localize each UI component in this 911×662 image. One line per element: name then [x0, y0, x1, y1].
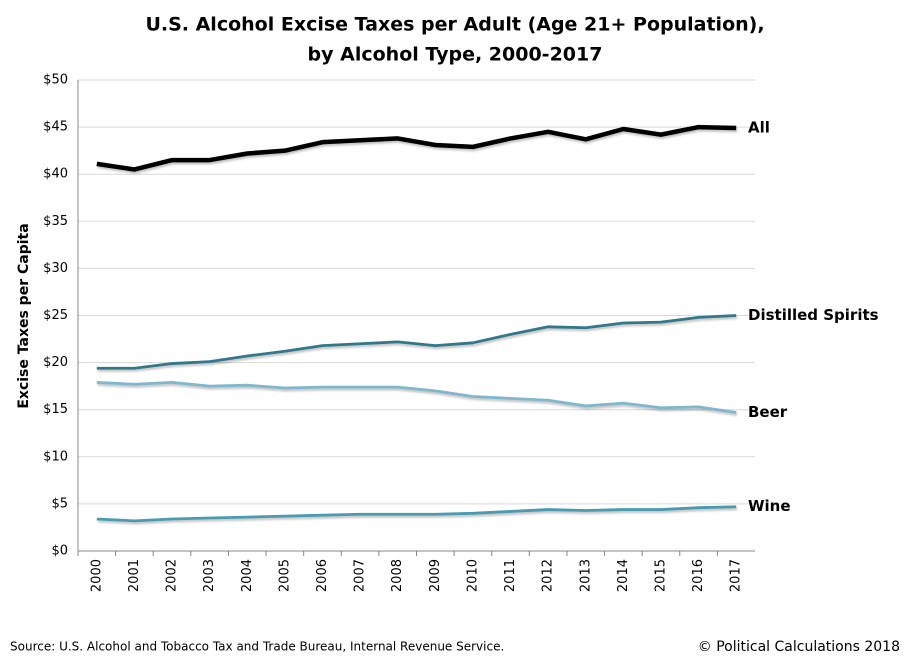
y-tick-label: $15: [43, 402, 68, 417]
y-tick-label: $30: [43, 261, 68, 276]
y-tick-label: $5: [51, 496, 68, 511]
y-tick-label: $40: [43, 167, 68, 182]
x-tick-label: 2007: [353, 559, 368, 592]
x-tick-label: 2014: [616, 559, 631, 592]
y-tick-label: $10: [43, 449, 68, 464]
y-tick-label: $35: [43, 214, 68, 229]
series-label: Beer: [748, 403, 788, 421]
chart-title: by Alcohol Type, 2000-2017: [308, 44, 603, 66]
source-note: Source: U.S. Alcohol and Tobacco Tax and…: [10, 640, 504, 654]
series-label: Wine: [748, 497, 791, 515]
credit: © Political Calculations 2018: [698, 639, 900, 655]
x-tick-label: 2009: [428, 559, 443, 592]
x-tick-label: 2006: [315, 559, 330, 592]
x-tick-label: 2010: [465, 559, 480, 592]
y-axis-label: Excise Taxes per Capita: [16, 223, 32, 408]
series-label: All: [748, 119, 770, 137]
x-tick-label: 2003: [202, 559, 217, 592]
y-tick-label: $25: [43, 308, 68, 323]
x-tick-label: 2012: [541, 559, 556, 592]
chart-title: U.S. Alcohol Excise Taxes per Adult (Age…: [145, 14, 764, 36]
x-tick-label: 2004: [240, 559, 255, 592]
series-label: Distilled Spirits: [748, 306, 879, 324]
x-tick-label: 2000: [89, 559, 104, 592]
series-line: [96, 505, 737, 523]
series-line: [96, 124, 737, 172]
x-tick-label: 2002: [165, 559, 180, 592]
series-line: [96, 380, 737, 414]
x-tick-label: 2013: [578, 559, 593, 592]
x-tick-label: 2017: [729, 559, 744, 592]
x-tick-label: 2008: [390, 559, 405, 592]
y-tick-label: $0: [51, 544, 68, 559]
y-tick-label: $45: [43, 120, 68, 135]
y-tick-label: $50: [43, 73, 68, 88]
x-tick-label: 2011: [503, 559, 518, 592]
x-tick-label: 2015: [653, 559, 668, 592]
x-tick-label: 2005: [277, 559, 292, 592]
x-tick-label: 2016: [691, 559, 706, 592]
series-line: [96, 314, 737, 370]
x-tick-label: 2001: [127, 559, 142, 592]
y-tick-label: $20: [43, 355, 68, 370]
